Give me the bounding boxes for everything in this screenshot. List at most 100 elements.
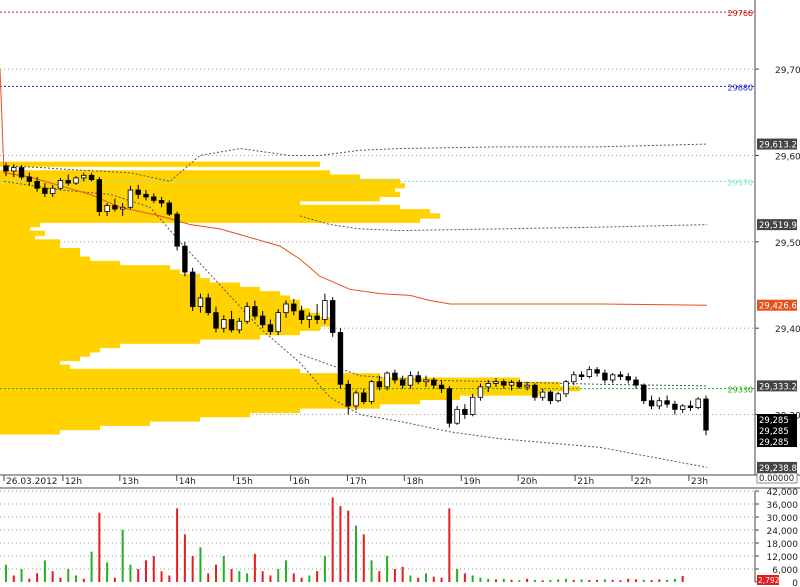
level-line-label: 29766 [728, 9, 753, 18]
candle [57, 177, 64, 190]
volume-bar [603, 579, 606, 582]
candle [3, 162, 9, 177]
candle-body-up [524, 384, 530, 388]
candle [104, 202, 110, 216]
price-tag-box [757, 425, 797, 436]
volume-profile-bar [0, 403, 380, 409]
price-tick-label: 29,500 [775, 239, 800, 249]
volume-bar [183, 534, 186, 582]
price-tag-box [757, 461, 797, 473]
volume-pane[interactable]: 42,000 36,000 30,000 24,000 18,000 12,000 6,00… [0, 487, 800, 587]
candle-body-up [555, 393, 561, 402]
x-tick-label: 14h [179, 477, 196, 487]
candle-body-down [3, 165, 9, 172]
volume-bar [386, 556, 389, 582]
x-tick-label: 21h [577, 477, 594, 487]
candle [18, 164, 25, 180]
candle-body-down [166, 202, 173, 215]
volume-bar [417, 577, 420, 582]
volume-profile-bar [0, 295, 290, 301]
candle [275, 309, 281, 336]
volume-profile-bar [0, 200, 300, 206]
volume-bar [207, 573, 210, 582]
candle [213, 306, 219, 333]
candle-body-down [205, 297, 211, 314]
candle-body-up [368, 381, 375, 402]
corner-label: 0.00000 [756, 472, 798, 484]
candle [244, 302, 250, 324]
candle-body-down [501, 381, 507, 386]
candle [65, 174, 71, 186]
volume-profile-bar [0, 273, 200, 280]
candle [578, 371, 585, 380]
candle-body-up [469, 396, 476, 415]
volume-profile-bar [0, 291, 280, 297]
candle [679, 404, 686, 413]
inner-band-line [299, 353, 708, 387]
volume-bar [378, 571, 381, 582]
candle-body-up [221, 319, 227, 329]
volume-bar [565, 578, 567, 582]
candle [189, 267, 196, 311]
volume-bar [533, 579, 536, 582]
volume-bar [627, 578, 630, 582]
volume-bar [448, 508, 451, 582]
candle [368, 380, 375, 405]
volume-bar [510, 579, 513, 582]
volume-bar [425, 573, 427, 582]
candle [42, 183, 48, 197]
volume-bar [12, 575, 15, 582]
volume-profile-bar [0, 247, 80, 254]
price-tick-label: 29,700 [775, 66, 800, 76]
volume-tick-label: 42,000 [767, 488, 799, 498]
volume-profile-bar [0, 373, 380, 379]
price-tag: 29,238.8 [757, 461, 797, 474]
volume-profile-bar [0, 191, 400, 198]
volume-bar [323, 556, 326, 582]
volume-tick-label: 18,000 [767, 540, 799, 550]
volume-profile-bar [0, 222, 40, 228]
corner-label-text: 0.00000 [759, 474, 794, 484]
candle-body-down [135, 189, 141, 195]
volume-bar [596, 579, 599, 582]
candle-body-up [571, 374, 577, 383]
volume-profile-bar [0, 394, 460, 400]
volume-profile-bar [0, 308, 310, 314]
volume-profile-bar [0, 399, 420, 405]
volume-profile-bar [0, 317, 330, 323]
volume-bar [168, 575, 171, 582]
volume-profile-bar [0, 256, 90, 262]
volume-profile-bar [0, 347, 100, 353]
price-tag: 29,519.9 [757, 219, 797, 231]
x-tick-label: 12h [65, 477, 82, 487]
volume-profile-bar [0, 230, 45, 236]
volume-bar [370, 560, 373, 582]
volume-profile-bar [0, 338, 200, 344]
price-tag: 29,613.2 [757, 138, 797, 151]
candle [446, 386, 453, 428]
candle-body-down [174, 213, 180, 247]
volume-bar [580, 579, 583, 582]
candle-body-down [431, 379, 437, 386]
price-tick-label: 29,400 [775, 325, 800, 335]
candle [469, 393, 476, 417]
candle [431, 377, 437, 389]
candle [586, 366, 593, 379]
candle-body-up [454, 408, 460, 424]
volume-profile-bar [0, 161, 320, 167]
candle [329, 297, 336, 337]
volume-bar [572, 579, 575, 582]
candle-body-down [399, 379, 406, 386]
volume-bar [199, 547, 202, 582]
volume-bar [658, 579, 661, 582]
candle [361, 388, 367, 405]
price-tag-label: 29,519.9 [759, 221, 797, 231]
volume-bar [495, 579, 497, 582]
volume-bar [440, 577, 443, 582]
volume-bar [300, 577, 303, 582]
candle-body-down [34, 180, 40, 189]
candle [532, 383, 538, 401]
volume-profile-bar [0, 243, 60, 249]
